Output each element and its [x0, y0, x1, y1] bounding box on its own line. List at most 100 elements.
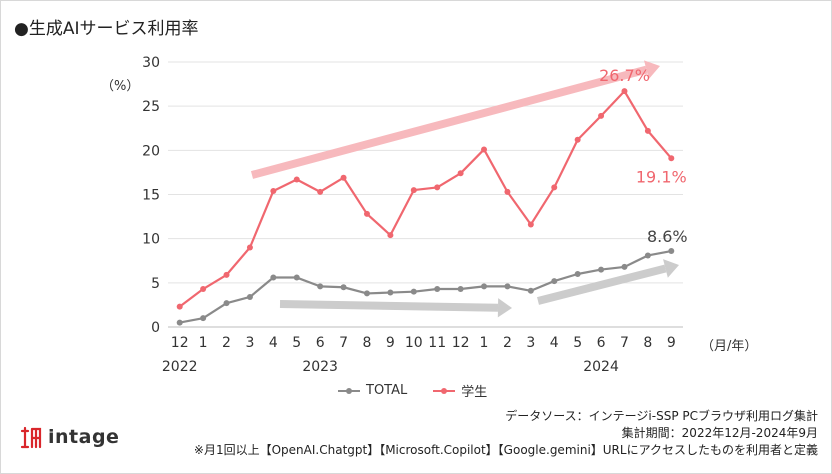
data-point-student: [317, 188, 324, 195]
trend-arrows: [250, 60, 679, 318]
data-point-student: [176, 303, 183, 310]
total-flat-arrow: [279, 298, 512, 318]
data-point-total: [434, 286, 441, 293]
data-point-student: [574, 136, 581, 143]
data-point-student: [363, 210, 370, 217]
y-tick-label: 25: [142, 99, 160, 115]
data-point-total: [223, 300, 230, 307]
x-tick-label: 9: [667, 335, 676, 351]
intage-logo-text: intage: [48, 426, 120, 448]
total-flat-arrow-head: [497, 298, 512, 318]
data-point-total: [200, 315, 207, 322]
legend-label-total: TOTAL: [366, 383, 408, 398]
legend: TOTAL 学生: [338, 381, 487, 400]
data-point-student: [223, 271, 230, 278]
year-label: 2023: [302, 359, 338, 375]
legend-swatch-total: [338, 386, 360, 396]
data-point-total: [504, 283, 511, 290]
data-point-total: [527, 287, 534, 294]
data-point-student: [621, 88, 628, 95]
x-tick-label: 6: [316, 335, 325, 351]
legend-item-total: TOTAL: [338, 383, 407, 398]
data-point-total: [457, 286, 464, 293]
y-tick-label: 0: [151, 320, 160, 336]
data-point-student: [340, 174, 347, 181]
data-point-total: [598, 266, 605, 273]
year-label: 2022: [162, 359, 198, 375]
student-trend-arrow-shaft: [250, 65, 648, 179]
note-period: 集計期間：2022年12月-2024年9月: [621, 426, 818, 440]
data-point-total: [481, 283, 488, 290]
total-flat-arrow-shaft: [279, 300, 499, 312]
series-line-total: [179, 249, 672, 324]
student-trend-arrow: [250, 60, 660, 179]
data-label: 8.6%: [647, 227, 688, 246]
x-tick-label: 6: [597, 335, 606, 351]
data-point-total: [317, 283, 324, 290]
x-tick-label: 4: [550, 335, 559, 351]
y-tick-label: 15: [142, 188, 160, 204]
data-point-total: [410, 288, 417, 295]
data-point-total: [246, 293, 253, 300]
data-point-student: [200, 286, 207, 293]
data-point-student: [551, 184, 558, 191]
data-label: 26.7%: [599, 66, 650, 85]
data-point-total: [293, 274, 300, 281]
y-tick-label: 20: [142, 143, 160, 159]
x-tick-label: 7: [620, 335, 629, 351]
total-trend-arrow-head: [663, 259, 679, 278]
series-line-student: [179, 90, 673, 308]
x-tick-label: 12: [452, 335, 470, 351]
data-point-total: [363, 290, 370, 297]
data-point-total: [644, 252, 651, 259]
note-source: データソース：インテージi-SSP PCブラウザ利用ログ集計: [505, 409, 818, 423]
data-point-student: [270, 187, 277, 194]
data-point-student: [434, 184, 441, 191]
legend-item-student: 学生: [433, 381, 487, 400]
data-point-total: [176, 319, 183, 326]
x-tick-label: 12: [171, 335, 189, 351]
x-tick-label: 8: [363, 335, 372, 351]
x-tick-label: 2: [503, 335, 512, 351]
x-tick-label: 11: [428, 335, 446, 351]
x-tick-label: 3: [245, 335, 254, 351]
data-point-student: [410, 187, 417, 194]
x-tick-label: 8: [643, 335, 652, 351]
year-label: 2024: [583, 359, 619, 375]
data-point-student: [644, 127, 651, 134]
data-point-student: [481, 146, 488, 153]
x-tick-label: 1: [199, 335, 208, 351]
data-point-student: [504, 188, 511, 195]
source-notes: データソース：インテージi-SSP PCブラウザ利用ログ集計 集計期間：2022…: [194, 408, 818, 459]
legend-swatch-student: [433, 386, 456, 396]
total-trend-arrow: [537, 259, 679, 305]
data-point-total: [340, 284, 347, 291]
data-point-total: [574, 271, 581, 277]
chart-title: ●生成AIサービス利用率: [14, 19, 199, 39]
y-tick-label: 5: [151, 276, 160, 292]
student-trend-arrow-head: [643, 60, 660, 79]
x-axis-unit: （月/年）: [701, 339, 758, 354]
y-axis-unit: （%）: [101, 79, 140, 94]
intage-logo: intage: [20, 425, 119, 449]
legend-label-student: 学生: [461, 385, 488, 400]
x-tick-label: 5: [292, 335, 301, 351]
data-point-student: [246, 244, 253, 251]
data-label: 19.1%: [636, 167, 687, 186]
data-point-student: [457, 170, 464, 177]
data-point-total: [551, 278, 558, 285]
data-point-student: [598, 112, 605, 119]
intage-logo-mark-icon: [20, 426, 42, 449]
x-tick-label: 9: [386, 335, 395, 351]
data-point-total: [387, 289, 394, 296]
x-tick-label: 2: [222, 335, 231, 351]
x-tick-label: 7: [339, 335, 348, 351]
y-tick-label: 30: [142, 55, 160, 71]
series-lines: [176, 88, 675, 326]
data-point-student: [527, 221, 534, 228]
data-point-student: [293, 176, 300, 183]
note-definition: ※月1回以上【OpenAI.Chatgpt】【Microsoft.Copilot…: [193, 443, 818, 457]
